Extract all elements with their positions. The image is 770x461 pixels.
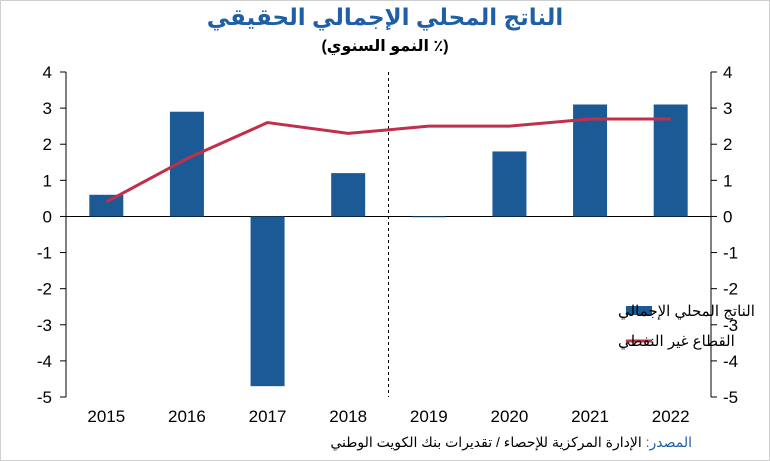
- y-tick-label-right: 0: [723, 207, 732, 226]
- axes: 4 4 3 3 2 2 1 1 0 0 -1 -1 -2 -2 -3 -3 -4 -4 -5 -5: [37, 63, 738, 407]
- legend: الناتج المحلي الإجمالي القطاع غير النفطي: [618, 303, 755, 350]
- x-tick-label: 2017: [249, 407, 287, 426]
- y-tick-label-right: 4: [723, 63, 732, 82]
- bar: [411, 216, 446, 218]
- y-tick-label-left: 0: [43, 207, 52, 226]
- x-tick-label: 2015: [87, 407, 125, 426]
- y-tick-label-right: -5: [723, 388, 738, 407]
- chart-title: الناتج المحلي الإجمالي الحقيقي: [206, 4, 564, 30]
- y-tick-label-right: 1: [723, 171, 732, 190]
- y-tick-label-right: -1: [723, 244, 738, 263]
- series-line: [105, 117, 671, 204]
- legend-swatch-bar: [626, 306, 652, 315]
- y-tick-label-right: 2: [723, 135, 732, 154]
- bar: [250, 216, 285, 387]
- y-tick-label-left: -3: [37, 316, 52, 335]
- bar: [653, 104, 688, 217]
- line-series: [105, 117, 671, 204]
- y-tick-label-right: -2: [723, 280, 738, 299]
- x-tick-label: 2016: [168, 407, 206, 426]
- x-tick-label: 2018: [329, 407, 367, 426]
- chart-subtitle: (٪ النمو السنوي): [321, 38, 449, 55]
- y-tick-label-right: -4: [723, 352, 738, 371]
- bar: [492, 151, 527, 217]
- y-tick-label-left: 2: [43, 135, 52, 154]
- y-tick-label-left: -4: [37, 352, 52, 371]
- bar: [573, 104, 608, 217]
- legend-label-line: القطاع غير النفطي: [618, 333, 735, 350]
- bar: [331, 173, 366, 217]
- y-tick-label-left: -2: [37, 280, 52, 299]
- x-axis-labels: 2015 2016 2017 2018 2019 2020 2021 2022: [87, 407, 689, 426]
- y-tick-label-left: 3: [43, 99, 52, 118]
- y-tick-label-left: -5: [37, 388, 52, 407]
- bar-series: [89, 104, 688, 387]
- x-tick-label: 2019: [410, 407, 448, 426]
- source-text: الإدارة المركزية للإحصاء / تقديرات بنك ا…: [330, 434, 642, 450]
- y-tick-label-left: 4: [43, 63, 52, 82]
- y-tick-label-left: -1: [37, 244, 52, 263]
- source-label: المصدر:: [645, 434, 692, 450]
- legend-label-bar: الناتج المحلي الإجمالي: [618, 303, 755, 320]
- x-tick-label: 2021: [571, 407, 609, 426]
- y-tick-label-left: 1: [43, 171, 52, 190]
- x-tick-label: 2022: [652, 407, 690, 426]
- y-tick-label-right: -3: [723, 316, 738, 335]
- bar: [89, 194, 124, 217]
- y-tick-label-right: 3: [723, 99, 732, 118]
- x-tick-label: 2020: [491, 407, 529, 426]
- source-note: المصدر: الإدارة المركزية للإحصاء / تقدير…: [330, 434, 692, 451]
